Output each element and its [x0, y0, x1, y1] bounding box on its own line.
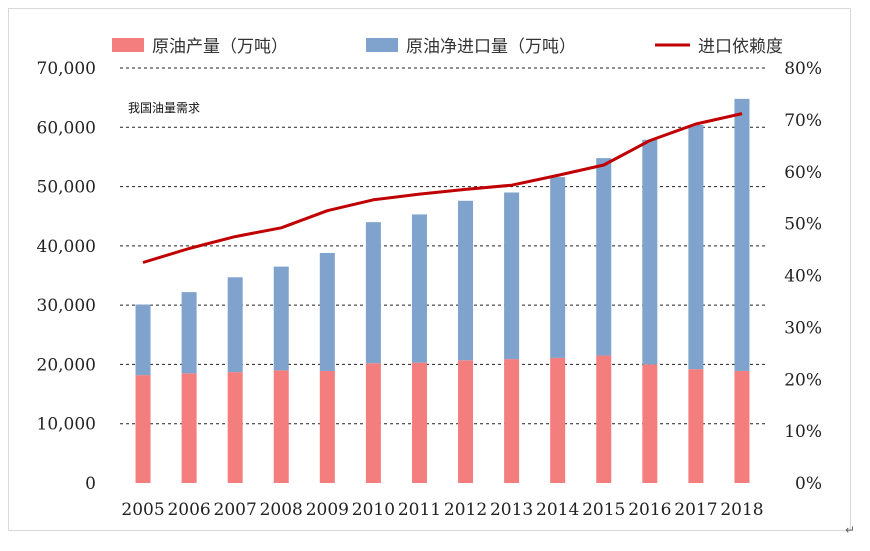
bar-net-import [688, 124, 704, 370]
legend-swatch-net-import [366, 38, 398, 52]
chart-annotation: 我国油量需求 [128, 101, 200, 115]
bar-net-import [458, 200, 474, 361]
bar-crude-output [181, 373, 197, 483]
x-axis-tick-label: 2018 [720, 500, 763, 520]
x-axis-tick-label: 2007 [214, 500, 257, 520]
bar-crude-output [135, 375, 151, 483]
bar-net-import [319, 252, 335, 371]
left-axis-tick-label: 0 [85, 474, 96, 494]
right-axis-tick-label: 70% [784, 111, 822, 131]
x-axis-tick-label: 2015 [582, 500, 625, 520]
bar-crude-output [273, 370, 289, 483]
bar-net-import [504, 192, 520, 360]
right-axis-tick-label: 60% [784, 163, 822, 183]
gridlines [120, 67, 765, 425]
x-axis-tick-label: 2010 [352, 500, 395, 520]
bar-crude-output [365, 363, 381, 483]
right-axis-tick-label: 20% [784, 370, 822, 390]
bar-crude-output [642, 364, 658, 483]
left-axis-tick-label: 10,000 [37, 415, 96, 435]
legend: 原油产量（万吨） 原油净进口量（万吨） 进口依赖度 [112, 37, 783, 57]
bar-net-import [550, 177, 566, 358]
left-axis-tick-label: 20,000 [37, 355, 96, 375]
corner-mark: ↵ [845, 523, 855, 537]
x-axis-tick-label: 2009 [306, 500, 349, 520]
right-axis-tick-label: 80% [784, 59, 822, 79]
right-axis: 0% 10% 20% 30% 40% 50% 60% 70% 80% [784, 59, 822, 494]
right-axis-tick-label: 10% [784, 422, 822, 442]
x-axis-tick-label: 2008 [260, 500, 303, 520]
bar-crude-output [458, 360, 474, 483]
x-axis-tick-label: 2017 [674, 500, 717, 520]
left-axis-tick-label: 60,000 [37, 118, 96, 138]
x-axis-tick-label: 2013 [490, 500, 533, 520]
bar-crude-output [550, 357, 566, 483]
x-axis-tick-label: 2012 [444, 500, 487, 520]
left-axis: 0 10,000 20,000 30,000 40,000 50,000 60,000 70,… [37, 59, 96, 494]
bar-net-import [734, 98, 750, 371]
bar-crude-output [504, 359, 520, 483]
bar-crude-output [411, 362, 427, 483]
left-axis-tick-label: 30,000 [37, 296, 96, 316]
right-axis-tick-label: 30% [784, 318, 822, 338]
dependency-line [142, 112, 743, 264]
legend-label-crude-output: 原油产量（万吨） [152, 37, 288, 57]
x-axis: 2005 2006 2007 2008 2009 2010 2011 2012 2013 2014… [121, 500, 763, 520]
bars [135, 98, 750, 483]
left-axis-tick-label: 50,000 [37, 178, 96, 198]
x-axis-tick-label: 2016 [628, 500, 671, 520]
bar-crude-output [688, 369, 704, 483]
bar-net-import [411, 214, 427, 363]
left-axis-tick-label: 40,000 [37, 237, 96, 257]
bar-net-import [181, 292, 197, 374]
right-axis-tick-label: 0% [795, 474, 822, 494]
legend-label-net-import: 原油净进口量（万吨） [406, 37, 576, 57]
bar-crude-output [227, 372, 243, 483]
legend-swatch-crude-output [112, 38, 144, 52]
right-axis-tick-label: 50% [784, 215, 822, 235]
bar-crude-output [319, 370, 335, 483]
bar-net-import [596, 158, 612, 356]
x-axis-tick-label: 2011 [398, 500, 441, 520]
bar-net-import [135, 304, 151, 376]
legend-label-dependency: 进口依赖度 [698, 37, 783, 57]
left-axis-tick-label: 70,000 [37, 59, 96, 79]
right-axis-tick-label: 40% [784, 267, 822, 287]
x-axis-tick-label: 2014 [536, 500, 579, 520]
bar-net-import [227, 277, 243, 373]
bar-crude-output [596, 355, 612, 483]
bar-crude-output [734, 370, 750, 483]
bar-net-import [365, 222, 381, 364]
x-axis-tick-label: 2006 [167, 500, 210, 520]
x-axis-tick-label: 2005 [121, 500, 164, 520]
bar-net-import [273, 266, 289, 371]
bar-net-import [642, 139, 658, 365]
dependency-line-series [142, 112, 743, 264]
